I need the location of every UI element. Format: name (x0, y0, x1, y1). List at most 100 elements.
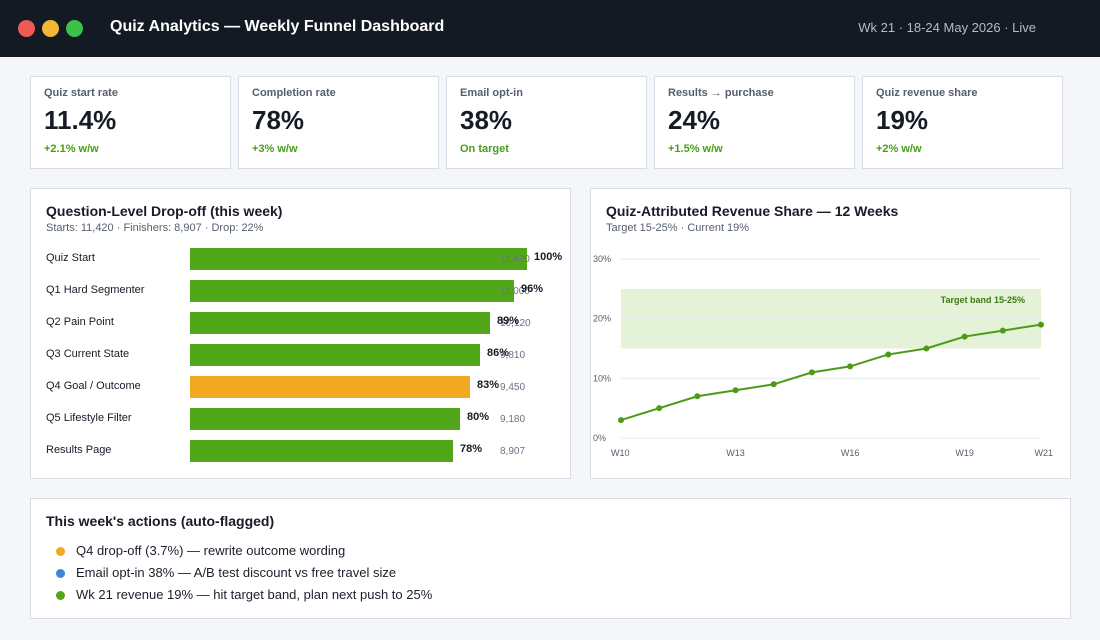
y-tick-label: 10% (593, 373, 611, 383)
maximize-window-button[interactable] (66, 20, 83, 37)
kpi-delta: +2.1% w/w (44, 143, 99, 155)
action-text: Wk 21 revenue 19% — hit target band, pla… (76, 587, 433, 602)
funnel-step-label: Results Page (46, 444, 112, 456)
status-dot (56, 547, 65, 556)
funnel-step-label: Q3 Current State (46, 348, 130, 360)
kpi-value: 11.4% (44, 105, 117, 135)
kpi-label: Quiz start rate (44, 87, 118, 99)
data-point (847, 363, 854, 370)
kpi-label: Results → purchase (668, 87, 774, 99)
data-point (923, 345, 930, 352)
data-point (808, 369, 815, 376)
funnel-row: Q3 Current State 9,810 86% (31, 344, 571, 366)
funnel-percent: 89% (497, 315, 520, 327)
funnel-row: Q5 Lifestyle Filter 9,180 80% (31, 408, 571, 430)
kpi-card-email-opt-in: Email opt-in 38% On target (446, 76, 647, 169)
funnel-count: 8,907 (500, 446, 526, 457)
x-tick-label: W19 (955, 448, 974, 458)
funnel-count: 11,420 (500, 254, 530, 265)
data-point (732, 387, 739, 394)
actions-title: This week's actions (auto-flagged) (46, 513, 275, 529)
funnel-row: Results Page 8,907 78% (31, 440, 571, 462)
data-point (999, 327, 1006, 334)
funnel-step-label: Q2 Pain Point (46, 316, 114, 328)
kpi-delta: On target (460, 143, 509, 155)
data-point (961, 333, 968, 340)
minimize-window-button[interactable] (42, 20, 59, 37)
funnel-count: 9,810 (500, 350, 526, 361)
app-title: Quiz Analytics — Weekly Funnel Dashboard (110, 18, 445, 35)
kpi-card-quiz-revenue-share: Quiz revenue share 19% +2% w/w (862, 76, 1063, 169)
revenue-subtitle: Target 15-25% · Current 19% (606, 222, 750, 234)
funnel-percent: 100% (534, 251, 563, 263)
action-item: Q4 drop-off (3.7%) — rewrite outcome wor… (56, 543, 856, 561)
title-bar: Quiz Analytics — Weekly Funnel Dashboard… (0, 0, 1100, 57)
kpi-delta: +3% w/w (252, 143, 298, 155)
funnel-row: Q4 Goal / Outcome 9,450 83% (31, 376, 571, 398)
week-status: Wk 21 · 18-24 May 2026 · Live (858, 20, 1036, 35)
y-tick-label: 20% (593, 314, 611, 324)
kpi-card-quiz-start-rate: Quiz start rate 11.4% +2.1% w/w (30, 76, 231, 169)
funnel-step-label: Q1 Hard Segmenter (46, 284, 145, 296)
action-text: Q4 drop-off (3.7%) — rewrite outcome wor… (76, 543, 346, 558)
action-item: Wk 21 revenue 19% — hit target band, pla… (56, 587, 856, 605)
dropoff-subtitle: Starts: 11,420 · Finishers: 8,907 · Drop… (46, 222, 264, 234)
funnel-step-label: Quiz Start (46, 252, 95, 264)
funnel-row: Q2 Pain Point 10,120 89% (31, 312, 571, 334)
kpi-label: Email opt-in (460, 87, 523, 99)
dropoff-panel: Question-Level Drop-off (this week) Star… (30, 188, 571, 479)
funnel-bar (190, 280, 514, 302)
data-point (885, 351, 892, 358)
data-point (656, 405, 663, 412)
data-point (770, 381, 777, 388)
revenue-panel: Quiz-Attributed Revenue Share — 12 Weeks… (590, 188, 1071, 479)
action-text: Email opt-in 38% — A/B test discount vs … (76, 565, 397, 580)
kpi-delta: +2% w/w (876, 143, 922, 155)
kpi-delta: +1.5% w/w (668, 143, 723, 155)
action-item: Email opt-in 38% — A/B test discount vs … (56, 565, 856, 583)
series-line (620, 323, 1042, 422)
funnel-count: 11,000 (500, 286, 530, 297)
kpi-value: 78% (252, 105, 305, 135)
x-tick-label: W16 (841, 448, 860, 458)
kpi-value: 19% (876, 105, 929, 135)
funnel-count: 10,120 (500, 318, 531, 329)
y-tick-label: 0% (593, 433, 606, 443)
funnel-percent: 83% (477, 379, 500, 391)
kpi-label: Completion rate (252, 87, 336, 99)
data-point (618, 417, 624, 424)
funnel-bar (190, 440, 453, 462)
revenue-line-chart: 0% 10% 20% 30% Target band 15-25% W10 W13 W16 W1… (593, 254, 1053, 458)
kpi-value: 24% (668, 105, 721, 135)
kpi-label: Quiz revenue share (876, 87, 978, 99)
funnel-row: Q1 Hard Segmenter 11,000 96% (31, 280, 571, 302)
funnel-percent: 86% (487, 347, 510, 359)
x-tick-label: W10 (611, 448, 630, 458)
funnel-percent: 78% (460, 443, 483, 455)
data-point (1038, 321, 1044, 328)
target-band-label: Target band 15-25% (941, 295, 1025, 305)
kpi-card-results-purchase: Results → purchase 24% +1.5% w/w (654, 76, 855, 169)
data-point (694, 393, 701, 400)
funnel-count: 9,180 (500, 414, 526, 425)
funnel-step-label: Q4 Goal / Outcome (46, 380, 141, 392)
kpi-card-completion-rate: Completion rate 78% +3% w/w (238, 76, 439, 169)
funnel-count: 9,450 (500, 382, 526, 393)
funnel-percent: 80% (467, 411, 490, 423)
kpi-value: 38% (460, 105, 513, 135)
funnel-bar (190, 344, 480, 366)
dropoff-title: Question-Level Drop-off (this week) (46, 203, 283, 219)
funnel-bar (190, 248, 527, 270)
close-window-button[interactable] (18, 20, 35, 37)
y-tick-label: 30% (593, 254, 611, 264)
funnel-bar (190, 376, 470, 398)
funnel-bar (190, 408, 460, 430)
x-tick-label: W21 (1034, 448, 1053, 458)
revenue-title: Quiz-Attributed Revenue Share — 12 Weeks (606, 203, 899, 219)
x-tick-label: W13 (726, 448, 745, 458)
status-dot (56, 569, 65, 578)
status-dot (56, 591, 65, 600)
funnel-percent: 96% (521, 283, 544, 295)
actions-panel: This week's actions (auto-flagged) Q4 dr… (30, 498, 1071, 619)
funnel-bar (190, 312, 490, 334)
